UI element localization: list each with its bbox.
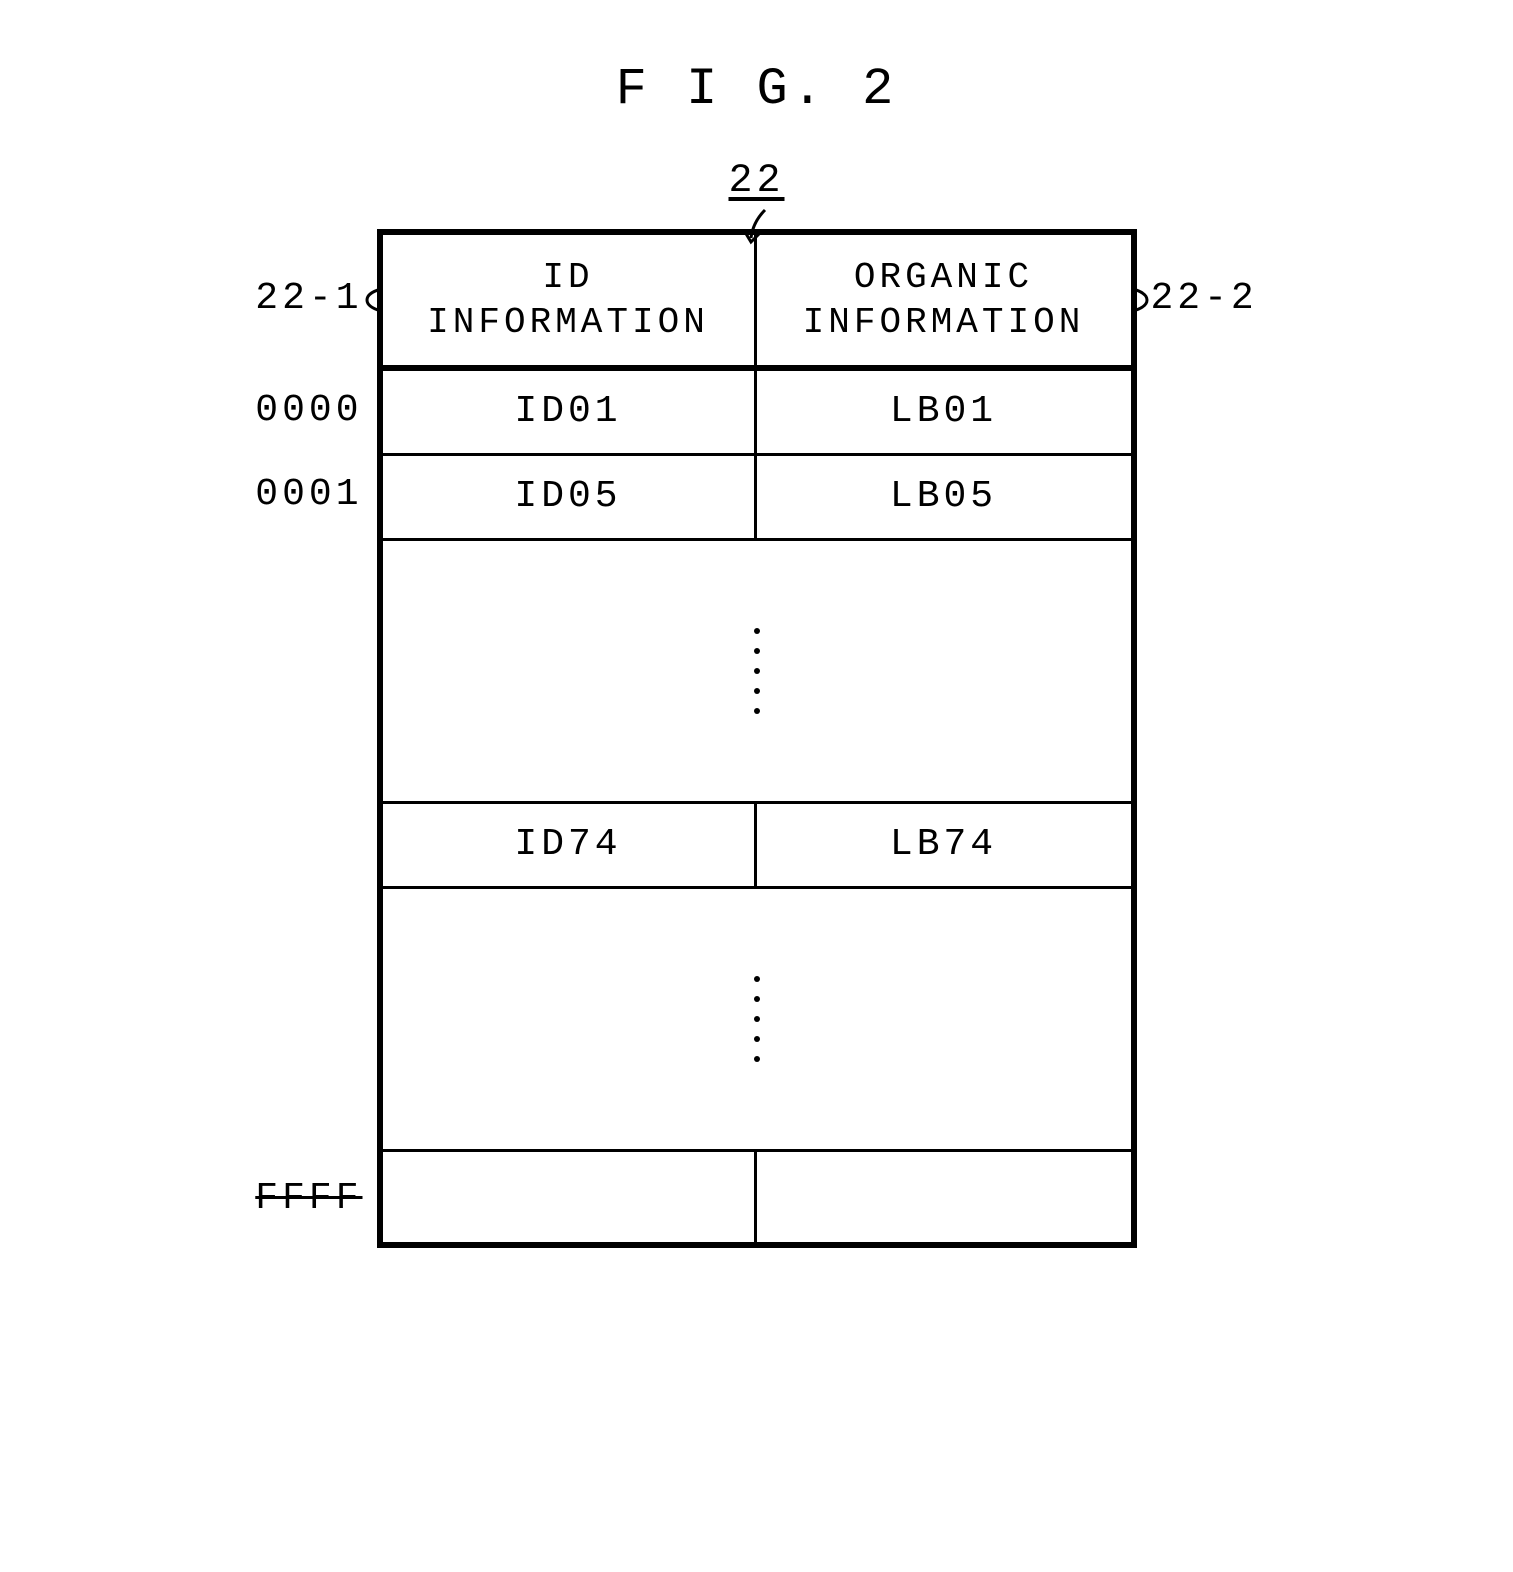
table-row: ID05 LB05	[383, 456, 1131, 541]
data-table: ID INFORMATION ORGANIC INFORMATION ID01 …	[377, 229, 1137, 1248]
cell-empty	[383, 1152, 757, 1242]
row-addr-0: 0000	[255, 389, 362, 432]
vertical-ellipsis-icon	[754, 628, 760, 714]
cell-id: ID05	[383, 456, 757, 538]
cell-empty	[757, 1152, 1131, 1242]
vertical-ellipsis-icon	[754, 976, 760, 1062]
cell-id: ID01	[383, 371, 757, 453]
ellipsis-row	[383, 541, 1131, 804]
bracket-left-icon	[361, 285, 383, 315]
table-row-empty	[383, 1152, 1131, 1242]
row-addr-1: 0001	[255, 473, 362, 516]
arrow-down-icon	[736, 208, 776, 248]
cell-lb: LB01	[757, 371, 1131, 453]
left-labels: 22-1 0000 0001 FFFF	[227, 229, 377, 1248]
row-addr-last: FFFF	[255, 1177, 362, 1220]
cell-id: ID74	[383, 804, 757, 886]
figure-title: F I G. 2	[616, 60, 898, 119]
table-row: ID74 LB74	[383, 804, 1131, 889]
cell-lb: LB74	[757, 804, 1131, 886]
header-label-left: 22-1	[255, 277, 362, 320]
bracket-right-icon	[1131, 285, 1153, 315]
figure: 22 22-1 0000 0001 FFFF ID INFORMATION OR…	[227, 229, 1287, 1248]
right-labels: 22-2	[1137, 229, 1287, 1248]
ellipsis-row	[383, 889, 1131, 1152]
cell-lb: LB05	[757, 456, 1131, 538]
table-row: ID01 LB01	[383, 371, 1131, 456]
table-header-row: ID INFORMATION ORGANIC INFORMATION	[383, 235, 1131, 371]
callout-top-label: 22	[728, 159, 784, 204]
callout-top: 22	[728, 159, 784, 248]
col-header-organic: ORGANIC INFORMATION	[757, 235, 1131, 365]
header-label-right: 22-2	[1151, 277, 1258, 320]
col-header-id: ID INFORMATION	[383, 235, 757, 365]
